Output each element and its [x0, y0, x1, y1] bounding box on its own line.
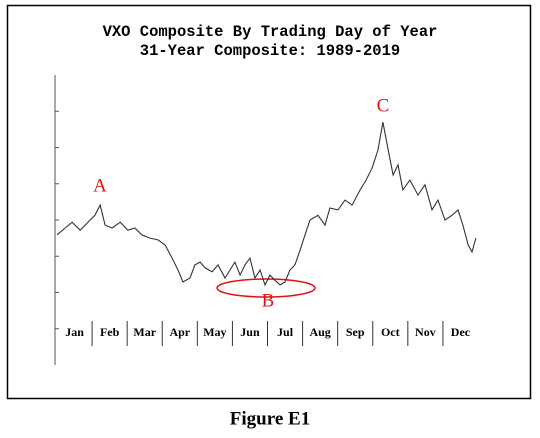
chart-title: VXO Composite By Trading Day of Year: [103, 23, 438, 41]
x-tick-label: May: [203, 325, 226, 339]
data-line: [56, 121, 477, 287]
x-tick-label: Sep: [346, 325, 365, 339]
x-tick-label: Feb: [100, 325, 120, 339]
chart-subtitle: 31-Year Composite: 1989-2019: [140, 42, 400, 60]
x-tick-label: Apr: [169, 325, 190, 339]
annotation: C: [377, 95, 390, 116]
x-tick-label: Oct: [381, 325, 400, 339]
highlight-ellipse: [216, 278, 316, 298]
annotation: B: [262, 290, 275, 311]
x-tick-label: Nov: [415, 325, 436, 339]
x-tick-label: Aug: [309, 325, 330, 339]
frame: [6, 4, 532, 400]
caption: Figure E1: [230, 408, 310, 429]
x-tick-label: Mar: [133, 325, 156, 339]
annotation: A: [93, 175, 107, 196]
x-tick-label: Jul: [277, 325, 294, 339]
x-tick-label: Jun: [240, 325, 260, 339]
x-tick-label: Dec: [451, 325, 471, 339]
x-tick-label: Jan: [65, 325, 84, 339]
